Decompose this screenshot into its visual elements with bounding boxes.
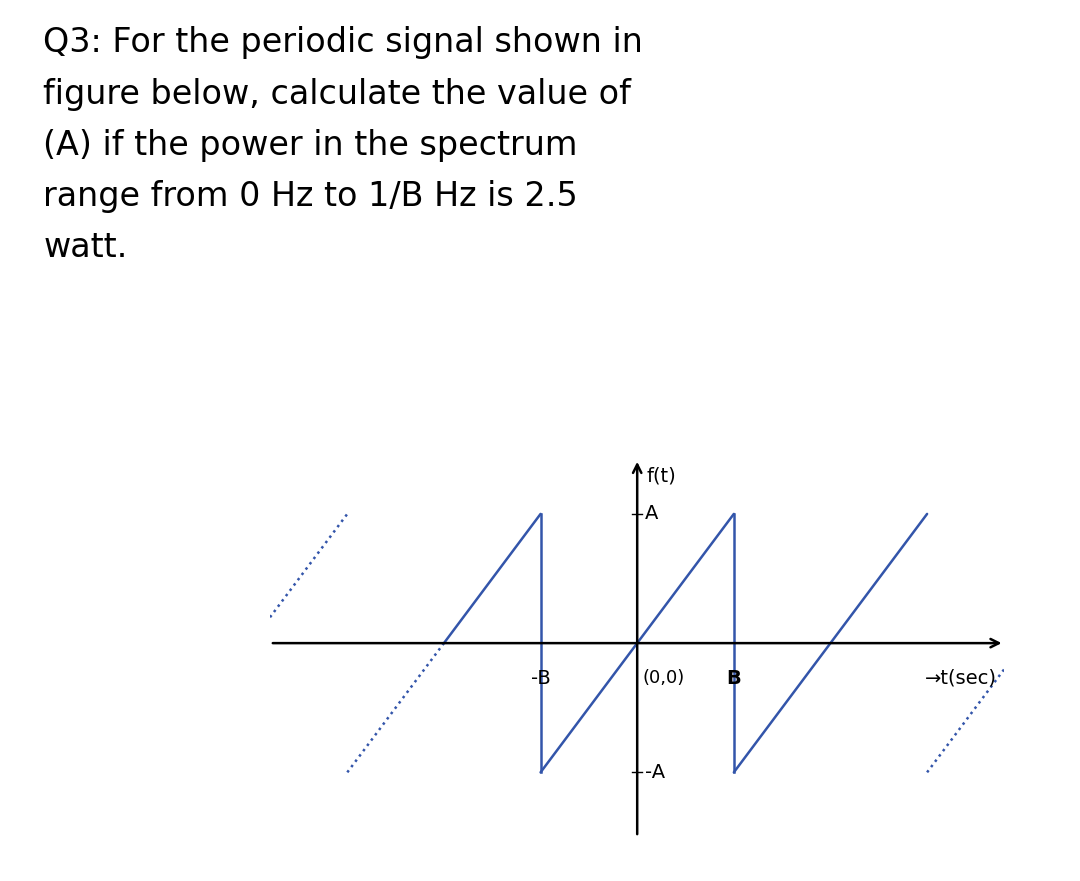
Text: B: B	[727, 669, 741, 688]
Text: (0,0): (0,0)	[642, 669, 685, 687]
Text: f(t): f(t)	[647, 467, 676, 485]
Text: Q3: For the periodic signal shown in
figure below, calculate the value of
(A) if: Q3: For the periodic signal shown in fig…	[43, 26, 643, 264]
Text: A: A	[645, 505, 659, 523]
Text: -A: -A	[645, 763, 665, 781]
Text: -B: -B	[530, 669, 551, 688]
Text: →t(sec): →t(sec)	[926, 669, 997, 688]
